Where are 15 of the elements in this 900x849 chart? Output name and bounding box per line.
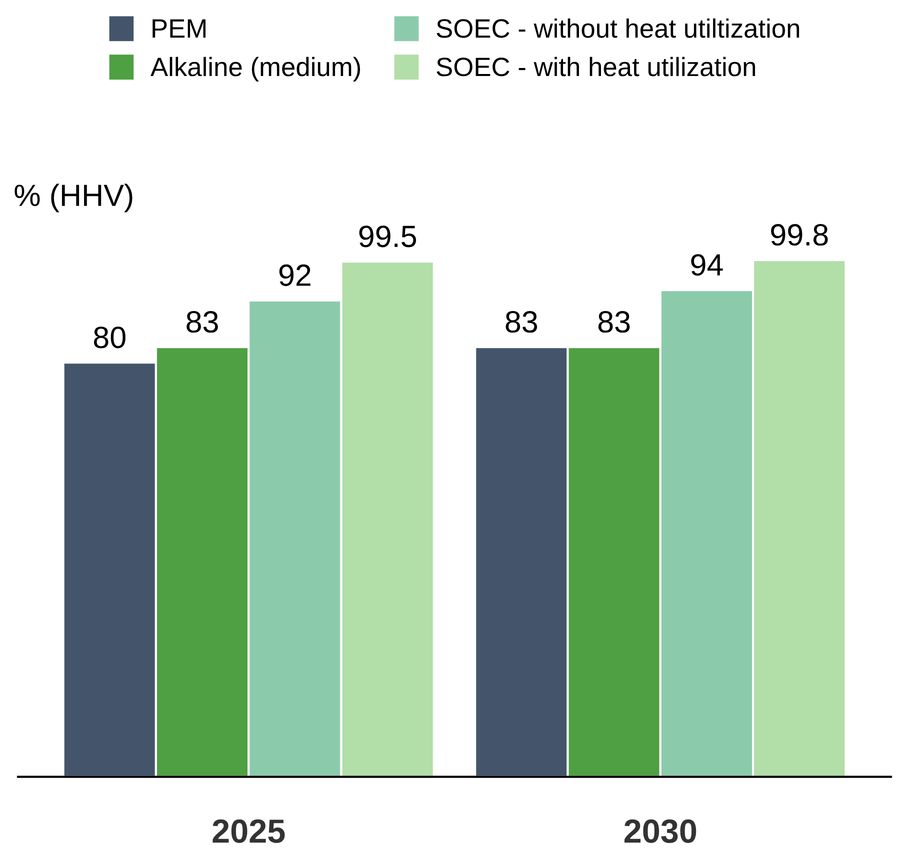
legend-label: Alkaline (medium)	[150, 56, 360, 82]
data-label: 92	[279, 264, 310, 286]
data-label: 80	[94, 326, 126, 348]
data-label: 99.8	[771, 224, 828, 246]
data-label: 83	[506, 311, 538, 333]
data-label: 99.5	[359, 226, 416, 248]
data-label: 83	[598, 311, 630, 333]
x-tick-label: 2030	[624, 819, 696, 844]
data-label: 83	[186, 311, 218, 333]
y-axis-title: % (HHV)	[14, 184, 132, 212]
x-tick-label: 2025	[212, 819, 285, 843]
data-label: 94	[691, 254, 723, 276]
legend-label: PEM	[152, 19, 206, 38]
legend-label: SOEC - without heat utiltization	[436, 18, 800, 38]
legend-label: SOEC - with heat utilization	[436, 56, 756, 76]
